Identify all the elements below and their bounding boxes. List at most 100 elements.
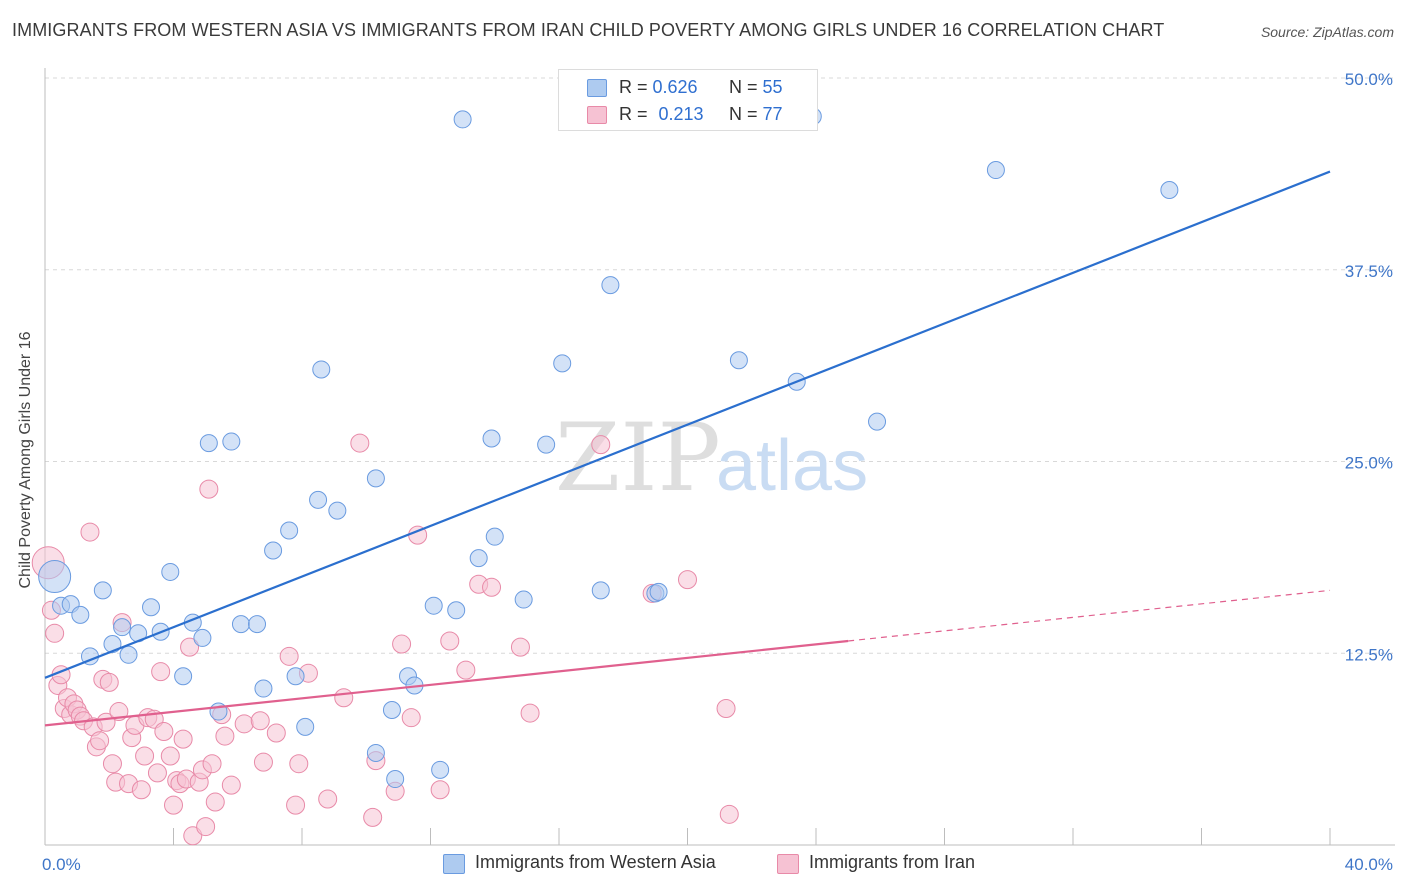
x-tick-label: 0.0%: [42, 855, 81, 874]
western-asia-point: [142, 598, 161, 617]
legend-row-western-asia: R = 0.626 N = 55: [559, 76, 817, 100]
iran-point: [286, 795, 306, 815]
western-asia-point: [601, 276, 620, 295]
iran-point: [318, 789, 338, 809]
iran-point: [180, 637, 200, 657]
y-axis-label: Child Poverty Among Girls Under 16: [17, 331, 34, 589]
x-tick-label: 40.0%: [1345, 855, 1393, 874]
r-label: R =: [619, 104, 653, 124]
trend-lines: [44, 170, 1331, 727]
western-asia-point: [312, 360, 331, 379]
n-label: N =: [729, 77, 763, 97]
western-asia-point: [113, 618, 132, 637]
western-asia-point: [469, 549, 488, 568]
grid-lines: [45, 77, 1395, 654]
western-asia-point: [868, 412, 887, 431]
western-asia-point: [280, 521, 299, 540]
iran-point: [90, 731, 110, 751]
legend-swatch-pink: [587, 106, 607, 124]
western-asia-point: [71, 605, 90, 624]
iran-point: [102, 754, 122, 774]
western-asia-point: [103, 635, 122, 654]
iran-point: [520, 703, 540, 723]
bottom-legend-label-iran: Immigrants from Iran: [809, 852, 976, 872]
western-asia-point: [328, 501, 347, 520]
iran-point: [80, 522, 100, 542]
iran-point: [266, 723, 286, 743]
iran-point: [591, 435, 611, 455]
iran-point: [196, 817, 216, 837]
y-tick-label: 25.0%: [1345, 454, 1393, 473]
iran-point: [250, 711, 270, 731]
western-asia-point: [366, 743, 385, 762]
iran-point: [183, 826, 203, 846]
iran-point: [456, 660, 476, 680]
western-asia-point: [199, 434, 218, 453]
y-tick-label: 37.5%: [1345, 262, 1393, 281]
source-credit: Source: ZipAtlas.com: [1260, 24, 1394, 40]
iran-point: [147, 763, 167, 783]
tick-labels: 12.5% 25.0% 37.5% 50.0% 0.0% 40.0%: [42, 70, 1393, 874]
iran-point: [205, 792, 225, 812]
bottom-legend-swatch-blue: [443, 854, 465, 874]
bottom-legend-swatch-pink: [777, 854, 799, 874]
western-asia-point: [222, 432, 241, 451]
iran-point: [234, 714, 254, 734]
watermark: ZIP atlas: [555, 404, 868, 513]
iran-point: [363, 807, 383, 827]
correlation-legend: R = 0.626 N = 55 R = 0.213 N = 77: [558, 69, 818, 131]
iran-point: [334, 688, 354, 708]
iran-point: [392, 634, 412, 654]
legend-n-western-asia: N = 55: [729, 77, 783, 98]
western-asia-point: [38, 560, 72, 594]
iran-point: [253, 752, 273, 772]
western-asia-point: [453, 110, 472, 129]
western-asia-point: [93, 581, 112, 600]
iran-point: [430, 780, 450, 800]
western-asia-point: [591, 581, 610, 600]
n-value: 55: [762, 77, 783, 97]
iran-point: [510, 637, 530, 657]
western-asia-point: [986, 161, 1005, 180]
iran-point: [289, 754, 309, 774]
legend-n-iran: N = 77: [729, 104, 783, 125]
legend-row-iran: R = 0.213 N = 77: [559, 103, 817, 127]
western-asia-point: [431, 760, 450, 779]
western-asia-point: [482, 429, 501, 448]
chart-title: IMMIGRANTS FROM WESTERN ASIA VS IMMIGRAN…: [12, 20, 1165, 40]
western-asia-point: [649, 582, 668, 601]
western-asia-trend-line: [44, 170, 1331, 679]
iran-point: [678, 570, 697, 590]
iran-point: [215, 726, 235, 746]
iran-point: [164, 795, 183, 815]
iran-point: [131, 780, 151, 800]
r-value: 0.213: [658, 104, 704, 124]
iran-point: [45, 623, 65, 643]
iran-trend-line: [44, 639, 849, 727]
western-asia-point: [514, 590, 533, 609]
western-asia-point: [248, 615, 267, 634]
iran-point: [202, 754, 222, 774]
western-asia-point: [424, 596, 443, 615]
iran-point: [440, 631, 460, 651]
legend-swatch-blue: [587, 79, 607, 97]
watermark-atlas: atlas: [716, 426, 868, 506]
iran-point: [401, 708, 421, 728]
legend-r-iran: R = 0.213: [619, 104, 704, 125]
y-tick-label: 12.5%: [1345, 645, 1393, 664]
western-asia-point: [485, 527, 504, 546]
r-value: 0.626: [652, 77, 698, 97]
iran-point: [151, 662, 171, 682]
iran-point: [716, 698, 736, 718]
axes: [44, 68, 1395, 846]
western-asia-point: [447, 601, 466, 620]
bottom-legend-label-western-asia: Immigrants from Western Asia: [475, 852, 716, 872]
western-asia-point: [286, 667, 305, 686]
western-asia-point: [553, 354, 572, 373]
iran-point: [135, 746, 155, 766]
iran-point: [160, 746, 180, 766]
western-asia-point: [309, 490, 328, 509]
western-asia-point: [174, 667, 193, 686]
western-asia-point: [366, 469, 385, 488]
